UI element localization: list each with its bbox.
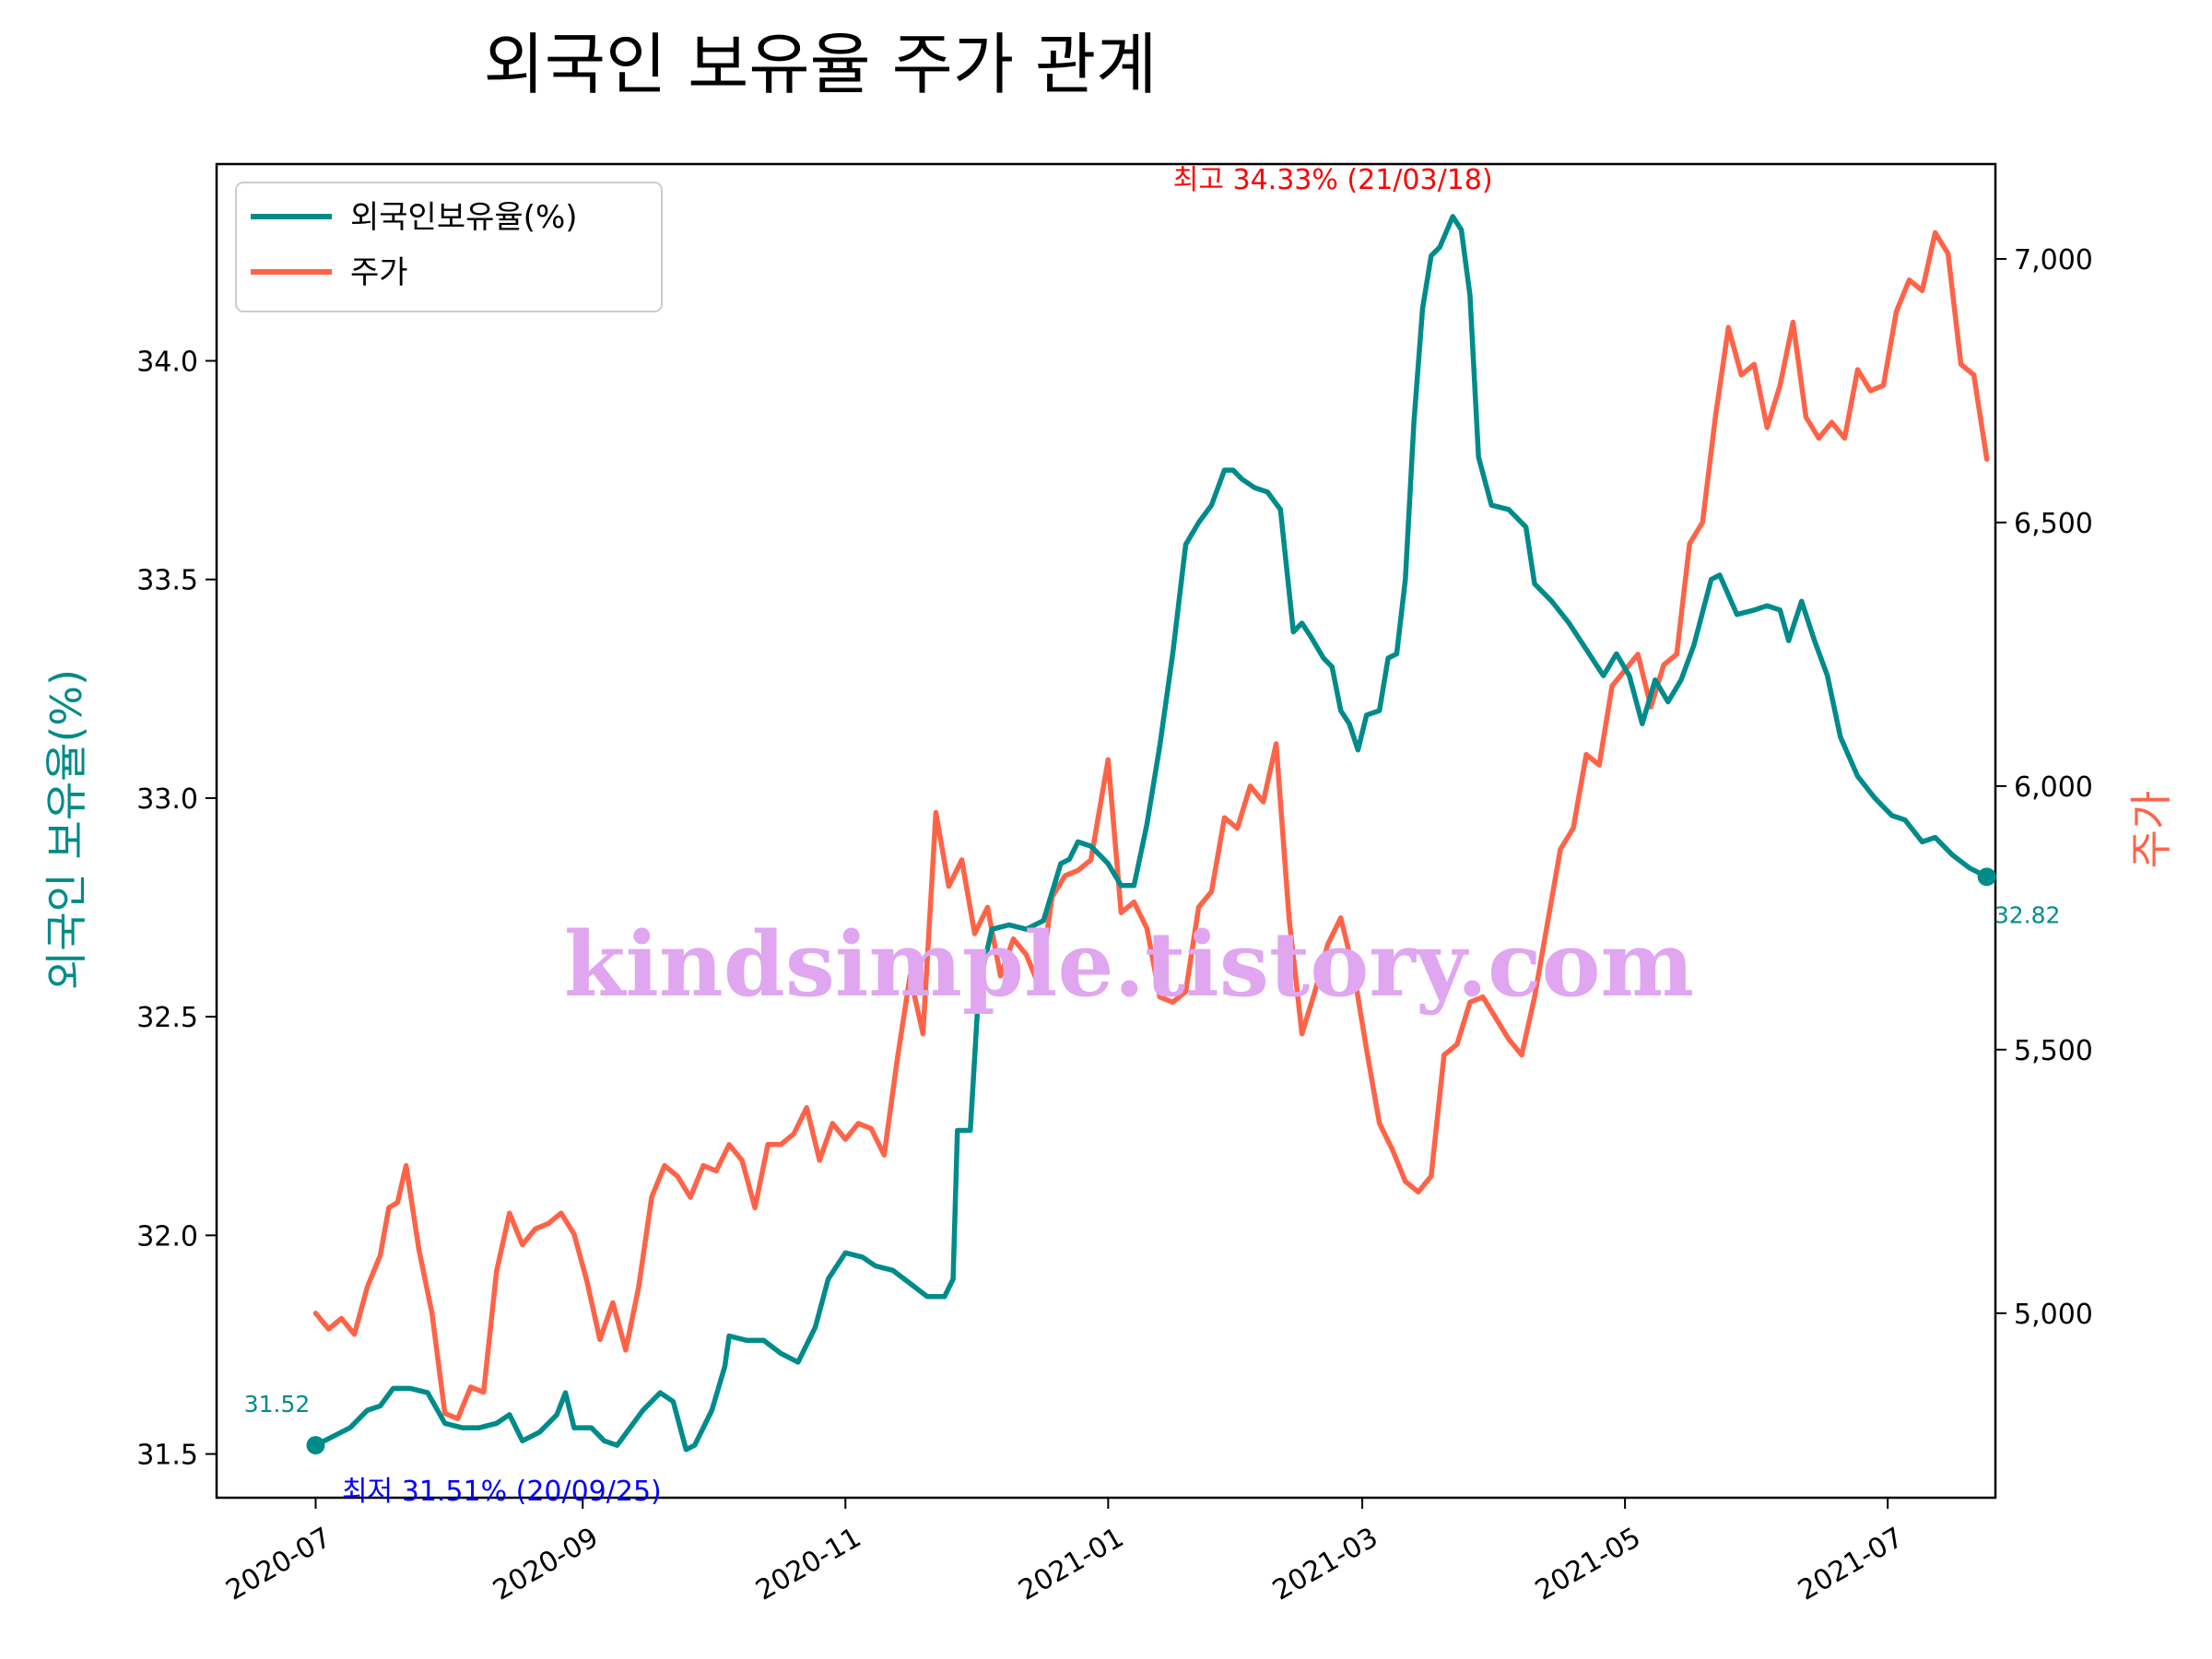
series-line-foreign-ratio <box>312 214 1990 1453</box>
y-right-tick-label: 6,000 <box>2014 771 2093 804</box>
x-tick-label: 2020-11 <box>750 1522 866 1607</box>
x-tick-label: 2021-05 <box>1530 1522 1646 1607</box>
x-tick-label: 2021-01 <box>1013 1522 1129 1607</box>
y-axis-left-title: 외국인 보유율(%) <box>41 669 91 990</box>
annotation-min: 최저 31.51% (20/09/25) <box>342 1476 662 1508</box>
series-line-price <box>312 229 1990 1421</box>
x-tick-label: 2020-07 <box>220 1522 336 1607</box>
start-point-marker <box>306 1436 325 1455</box>
y-left-tick-label: 32.5 <box>136 1002 198 1034</box>
chart-title: 외국인 보유율 주가 관계 <box>483 26 1157 103</box>
y-left-tick-label: 32.0 <box>136 1220 198 1253</box>
legend-label-price: 주가 <box>350 254 408 291</box>
x-axis: 2020-07 2020-09 2020-11 2021-01 2021-03 2021-… <box>220 1498 1909 1607</box>
y-axis-right: 5,000 5,500 6,000 6,500 7,000 <box>1995 244 2093 1331</box>
y-axis-left: 31.5 32.0 32.5 33.0 33.5 34.0 <box>136 346 217 1472</box>
x-tick-label: 2020-09 <box>488 1522 604 1607</box>
y-left-tick-label: 34.0 <box>136 346 198 378</box>
annotation-start: 31.52 <box>244 1391 311 1418</box>
x-tick-label: 2021-03 <box>1267 1522 1383 1607</box>
y-right-tick-label: 6,500 <box>2014 508 2093 540</box>
legend-box <box>235 182 663 312</box>
legend-label-foreign: 외국인보유율(%) <box>350 199 578 236</box>
plot-frame <box>215 162 1997 1500</box>
annotation-end: 32.82 <box>1994 901 2061 928</box>
y-axis-right-title: 주가 <box>2126 791 2176 869</box>
y-right-tick-label: 5,500 <box>2014 1035 2093 1067</box>
watermark: kindsimple.tistory.com <box>564 912 1694 1017</box>
y-left-tick-label: 33.5 <box>136 565 198 597</box>
y-left-tick-label: 33.0 <box>136 783 198 816</box>
y-left-tick-label: 31.5 <box>136 1440 198 1472</box>
legend: 외국인보유율(%) 주가 <box>235 182 663 312</box>
y-right-tick-label: 7,000 <box>2014 244 2093 276</box>
x-tick-label: 2021-07 <box>1793 1522 1909 1607</box>
y-right-tick-label: 5,000 <box>2014 1299 2093 1331</box>
annotation-max: 최고 34.33% (21/03/18) <box>1173 164 1493 196</box>
end-point-marker <box>1977 867 1996 887</box>
